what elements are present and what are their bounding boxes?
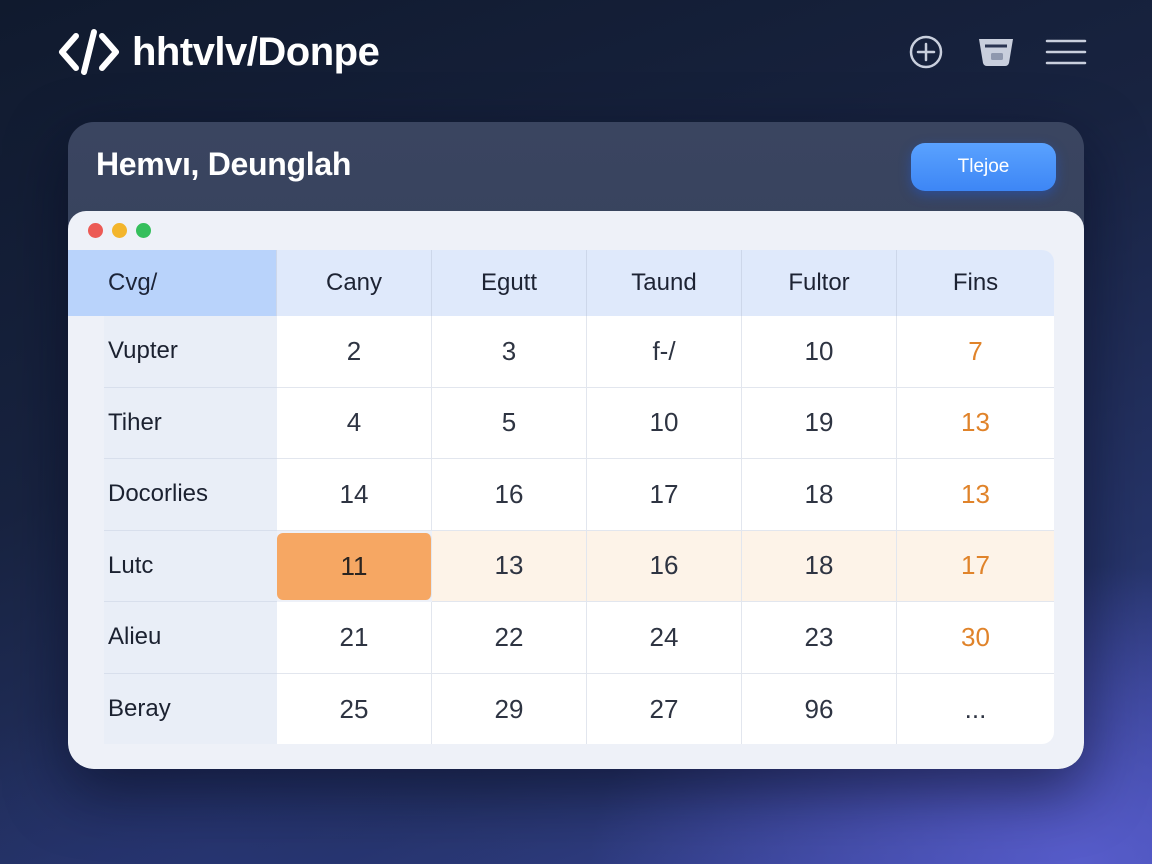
- table-cell[interactable]: 21: [277, 602, 432, 674]
- table-cell[interactable]: 25: [277, 673, 432, 744]
- cart-button[interactable]: [976, 32, 1016, 72]
- table-row[interactable]: Alieu 21 22 24 23 30: [68, 602, 1054, 674]
- table-cell[interactable]: 14: [277, 459, 432, 531]
- table-body: Vupter 2 3 f-/ 10 7 Tiher 4 5 10 19 13 D…: [68, 316, 1054, 744]
- table-cell[interactable]: 27: [587, 673, 742, 744]
- table-cell[interactable]: 18: [742, 530, 897, 602]
- close-window-dot[interactable]: [88, 223, 103, 238]
- brand[interactable]: hhtvlv/Donpe: [56, 26, 380, 78]
- column-header[interactable]: Fins: [952, 269, 999, 296]
- minimize-window-dot[interactable]: [112, 223, 127, 238]
- table-cell[interactable]: 19: [742, 387, 897, 459]
- row-label: Vupter: [104, 316, 277, 388]
- table-cell[interactable]: 10: [742, 316, 897, 388]
- table-cell[interactable]: 2: [277, 316, 432, 388]
- table-cell[interactable]: 17: [897, 530, 1054, 602]
- column-header[interactable]: Cvg/: [68, 250, 277, 316]
- table-cell[interactable]: 24: [587, 602, 742, 674]
- table-window: Cvg/ Cany Egutt Taund Fultor Fins Vupter…: [68, 211, 1084, 769]
- table-cell[interactable]: 22: [432, 602, 587, 674]
- table-row[interactable]: Tiher 4 5 10 19 13: [68, 387, 1054, 459]
- data-table: Cvg/ Cany Egutt Taund Fultor Fins Vupter…: [68, 250, 1054, 744]
- table-cell[interactable]: 16: [587, 530, 742, 602]
- row-label: Alieu: [104, 602, 277, 674]
- row-label: Docorlies: [104, 459, 277, 531]
- column-header[interactable]: Egutt: [432, 250, 587, 316]
- table-cell-selected[interactable]: 11: [277, 532, 432, 600]
- table-row[interactable]: Beray 25 29 27 96 ...: [68, 673, 1054, 744]
- hamburger-menu-icon: [1045, 37, 1087, 67]
- row-label: Beray: [104, 673, 277, 744]
- column-header[interactable]: Fultor: [742, 250, 897, 316]
- table-cell[interactable]: 7: [897, 316, 1054, 388]
- table-cell[interactable]: 23: [742, 602, 897, 674]
- code-icon: [56, 26, 122, 78]
- table-row[interactable]: Vupter 2 3 f-/ 10 7: [68, 316, 1054, 388]
- table-header: Cvg/ Cany Egutt Taund Fultor Fins: [68, 250, 1054, 316]
- column-header[interactable]: Taund: [587, 250, 742, 316]
- table-row-highlighted[interactable]: Lutc 11 13 16 18 17: [68, 530, 1054, 602]
- table-cell[interactable]: 13: [897, 387, 1054, 459]
- main-card: Hemvı, Deunglah Tlejoe Cvg/ Cany Egutt T…: [68, 122, 1084, 769]
- menu-button[interactable]: [1045, 32, 1087, 72]
- add-button[interactable]: [906, 32, 946, 72]
- table-cell[interactable]: 10: [587, 387, 742, 459]
- maximize-window-dot[interactable]: [136, 223, 151, 238]
- table-cell[interactable]: 17: [587, 459, 742, 531]
- primary-action-button[interactable]: Tlejoe: [911, 143, 1056, 191]
- table-cell[interactable]: 5: [432, 387, 587, 459]
- table-cell[interactable]: 13: [897, 459, 1054, 531]
- table-cell[interactable]: 30: [897, 602, 1054, 674]
- table-cell[interactable]: 16: [432, 459, 587, 531]
- table-cell[interactable]: ...: [897, 673, 1054, 744]
- card-title: Hemvı, Deunglah: [96, 146, 352, 182]
- row-label: Lutc: [104, 530, 277, 602]
- table-cell[interactable]: 4: [277, 387, 432, 459]
- table-cell[interactable]: f-/: [587, 316, 742, 388]
- top-actions: [906, 30, 1087, 74]
- table-cell[interactable]: 3: [432, 316, 587, 388]
- table-cell[interactable]: 96: [742, 673, 897, 744]
- table-cell[interactable]: 18: [742, 459, 897, 531]
- window-controls: [88, 223, 151, 238]
- table-cell[interactable]: 29: [432, 673, 587, 744]
- row-label: Tiher: [104, 387, 277, 459]
- column-header[interactable]: Cany: [277, 250, 432, 316]
- brand-name: hhtvlv/Donpe: [132, 29, 380, 74]
- table-cell[interactable]: 13: [432, 530, 587, 602]
- table-row[interactable]: Docorlies 14 16 17 18 13: [68, 459, 1054, 531]
- cart-icon: [976, 35, 1016, 69]
- plus-circle-icon: [908, 34, 944, 70]
